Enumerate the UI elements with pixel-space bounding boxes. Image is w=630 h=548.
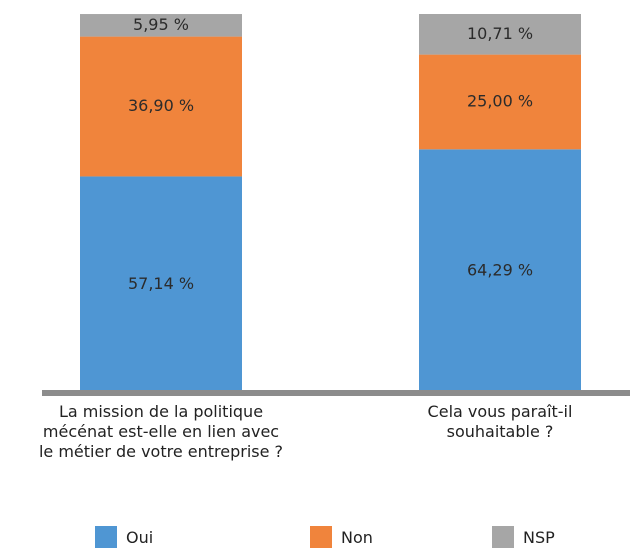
x-tick-label: Cela vous paraît-il souhaitable ?: [427, 402, 573, 441]
bar-segment: [419, 149, 581, 393]
legend-label: Oui: [126, 527, 154, 547]
value-label: 25,00 %: [467, 91, 533, 110]
bar-segment: [419, 14, 581, 55]
bar-segment: [80, 176, 242, 393]
legend-item: Non: [310, 526, 373, 548]
x-axis: [42, 390, 630, 396]
value-label: 57,14 %: [128, 274, 194, 293]
legend-item: Oui: [95, 526, 153, 548]
legend-swatch: [95, 526, 117, 548]
legend-swatch: [492, 526, 514, 548]
value-label: 5,95 %: [133, 15, 189, 34]
bar-segment: [80, 36, 242, 177]
x-tick-label: La mission de la politique mécénat est-e…: [38, 402, 284, 461]
legend-swatch: [310, 526, 332, 548]
value-label: 10,71 %: [467, 24, 533, 43]
legend-label: Non: [341, 527, 373, 547]
value-label: 64,29 %: [467, 261, 533, 280]
value-label: 36,90 %: [128, 96, 194, 115]
legend-item: NSP: [492, 526, 555, 548]
bar-segment: [80, 14, 242, 37]
legend-label: NSP: [523, 527, 555, 547]
bar-segment: [419, 54, 581, 150]
